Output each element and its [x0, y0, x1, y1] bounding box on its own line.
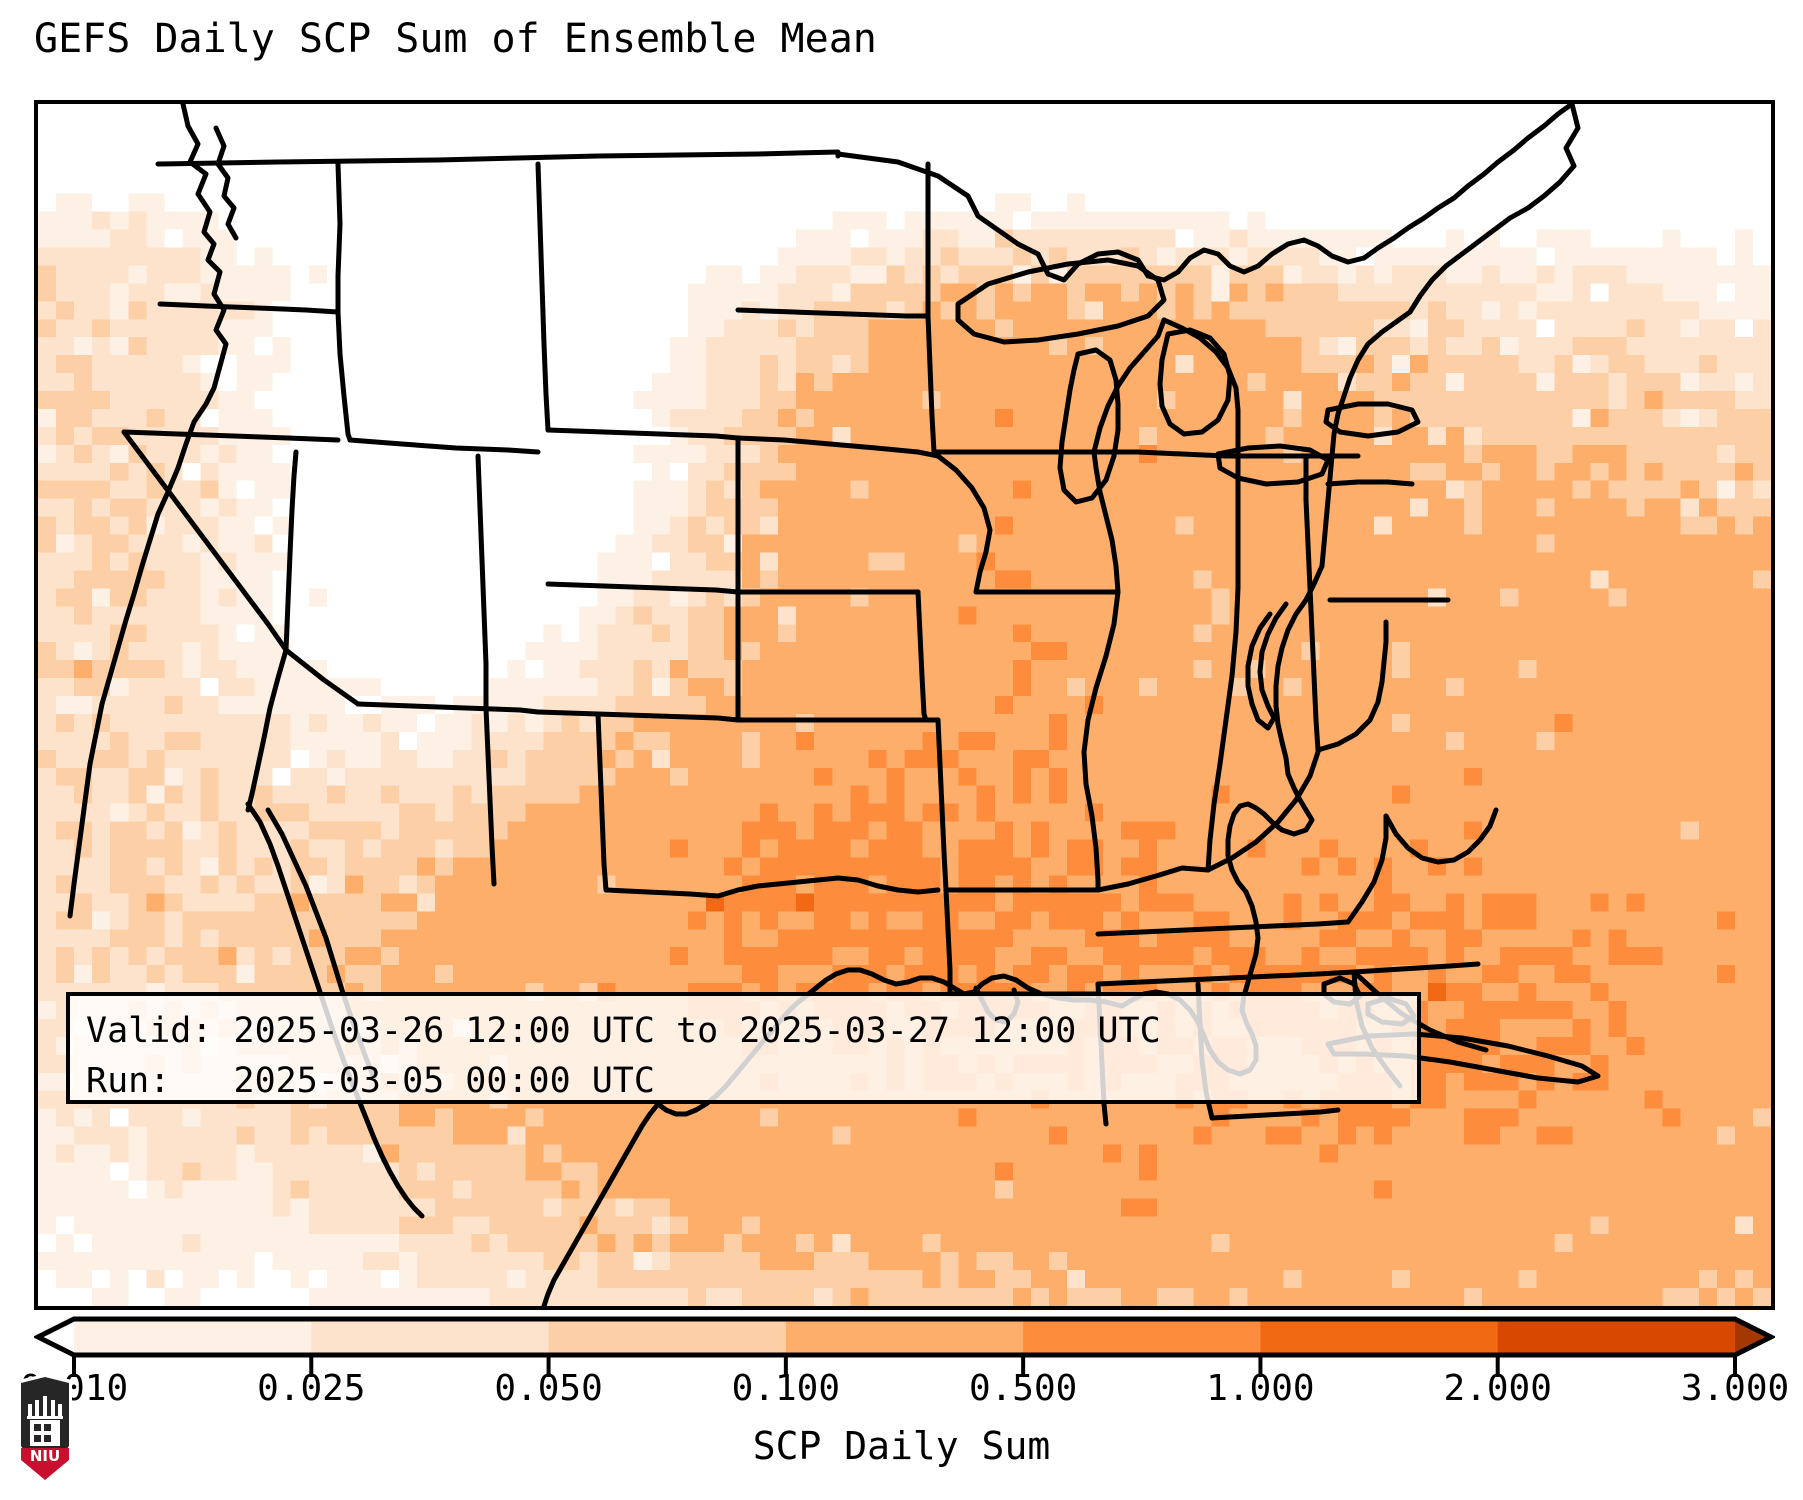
- border-pa-ny: [1325, 479, 1415, 487]
- coastline-pacific-nw: [67, 104, 229, 919]
- border-or-ca-nv: [121, 429, 341, 443]
- border-wa-or: [157, 301, 341, 315]
- border-ga-fl: [1209, 1107, 1341, 1121]
- border-ca-az: [245, 647, 289, 813]
- border-il-in: [1205, 453, 1241, 873]
- border-oh-pa-wv: [1315, 619, 1389, 753]
- border-ia-ne-mo: [935, 453, 993, 595]
- lake-huron: [1157, 327, 1233, 437]
- colorbar-svg: [34, 1316, 1775, 1377]
- border-canada-great-lakes: [835, 104, 1575, 283]
- colorbar-tick-label: 2.000: [1443, 1368, 1552, 1409]
- heatmap-canvas: [38, 104, 1771, 1306]
- coastline-mid-atlantic: [1273, 563, 1325, 777]
- coastline-northeast: [1407, 104, 1581, 315]
- border-ia-il: [1091, 449, 1121, 595]
- border-wi-il: [1091, 449, 1241, 459]
- colorbar-tick-label: 0.500: [968, 1368, 1078, 1409]
- border-va-wv: [1383, 807, 1499, 865]
- svg-text:NIU: NIU: [30, 1447, 60, 1465]
- colorbar-tick-label: 0.050: [494, 1368, 603, 1409]
- colorbar-band: [785, 1319, 1024, 1355]
- colorbar: [34, 1315, 1775, 1381]
- scp-data-grid: [38, 104, 1771, 1306]
- border-mo-il: [1081, 589, 1121, 893]
- border-nm-tx: [595, 711, 609, 893]
- border-wy-co-ne: [545, 581, 741, 595]
- border-mn-wi: [1091, 317, 1167, 455]
- coastline-carolinas: [1225, 771, 1315, 895]
- lake-michigan: [1057, 347, 1121, 505]
- colorbar-band: [311, 1319, 550, 1355]
- colorbar-band: [1260, 1319, 1499, 1355]
- coastline-new-england: [1319, 309, 1413, 569]
- border-id-nv-ut: [347, 437, 541, 455]
- forecast-info-box: Valid: 2025-03-26 12:00 UTC to 2025-03-2…: [66, 992, 1421, 1104]
- colorbar-tick-label: 3.000: [1680, 1368, 1790, 1409]
- border-mo-ks: [915, 589, 929, 723]
- border-in-oh: [1303, 453, 1321, 753]
- colorbar-tick-labels: 0.010 0.025 0.050 0.100 0.500 1.000 2.000 3.000: [0, 1368, 1803, 1414]
- coastline-puget-sound: [213, 125, 239, 241]
- coastline-chesapeake: [1245, 601, 1289, 731]
- border-co-nm: [535, 709, 741, 723]
- border-ky-va-wv: [1345, 813, 1389, 925]
- border-wa-id: [335, 161, 343, 315]
- map-outlines: [38, 104, 1771, 1306]
- border-tn-nc-ms-al: [1095, 969, 1357, 987]
- border-sd-mn-ia: [925, 313, 937, 455]
- border-az-nm: [483, 705, 497, 887]
- page-title: GEFS Daily SCP Sum of Ensemble Mean: [34, 16, 877, 62]
- colorbar-bands: [38, 1319, 1771, 1355]
- colorbar-band: [1497, 1319, 1736, 1355]
- border-canada-west: [155, 149, 841, 167]
- colorbar-tick-label: 0.100: [731, 1368, 841, 1409]
- border-tx-ar-la: [943, 887, 953, 997]
- border-il-ky-in-ky: [1095, 865, 1211, 893]
- colorbar-under-arrow: [38, 1319, 74, 1355]
- coastline-texas-mexico: [541, 1101, 661, 1306]
- geography-svg: [67, 104, 1601, 1306]
- colorbar-tick-label: 0.025: [257, 1368, 366, 1409]
- border-mt-wy-sd: [545, 427, 741, 441]
- border-ok-ar: [935, 717, 949, 893]
- border-ky-tn: [1095, 919, 1351, 937]
- run-time-line: Run: 2025-03-05 00:00 UTC: [86, 1061, 655, 1101]
- border-ok-tx: [715, 875, 941, 899]
- border-mt-id-wy: [535, 161, 551, 433]
- border-nm-tx-south: [603, 887, 721, 899]
- lake-superior: [955, 257, 1167, 345]
- border-ut-az-nm: [355, 701, 541, 715]
- lake-erie: [1215, 443, 1331, 487]
- border-ky-oh: [1205, 749, 1321, 873]
- colorbar-over-arrow: [1735, 1319, 1771, 1355]
- border-nc-va: [1351, 961, 1481, 975]
- colorbar-band: [548, 1319, 787, 1355]
- border-ca-nv: [121, 429, 289, 653]
- border-ut-co: [475, 453, 489, 711]
- colorbar-tick-label: 1.000: [1206, 1368, 1315, 1409]
- valid-time-line: Valid: 2025-03-26 12:00 UTC to 2025-03-2…: [86, 1011, 1161, 1051]
- border-wi-mi: [1161, 317, 1241, 459]
- niu-logo: NIU: [14, 1374, 76, 1486]
- niu-shield-icon: NIU: [18, 1374, 72, 1486]
- border-nv-az: [283, 647, 361, 707]
- colorbar-band: [74, 1319, 312, 1355]
- colorbar-axis-label: SCP Daily Sum: [752, 1424, 1051, 1468]
- coastline-southeast: [1239, 889, 1261, 1013]
- colorbar-ticks: [72, 1355, 1737, 1377]
- border-nd-sd: [735, 307, 931, 319]
- border-nv-ut: [283, 449, 299, 653]
- border-or-id: [335, 309, 353, 443]
- colorbar-band: [1023, 1319, 1262, 1355]
- border-sd-ne: [735, 435, 941, 459]
- map-panel: Valid: 2025-03-26 12:00 UTC to 2025-03-2…: [34, 100, 1775, 1310]
